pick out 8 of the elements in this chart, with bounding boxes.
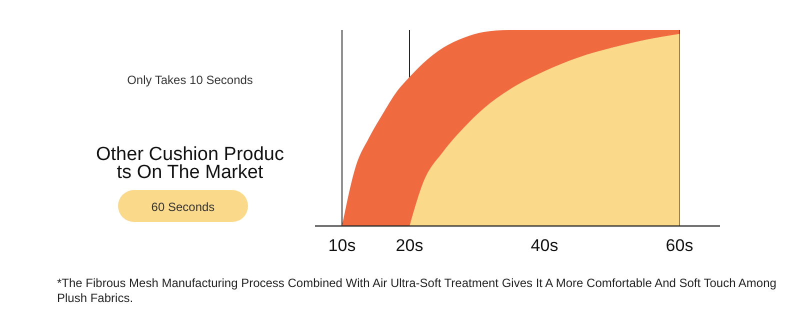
- x-tick-label: 10s: [328, 236, 356, 255]
- x-tick-label: 60s: [666, 236, 694, 255]
- x-tick-label: 40s: [530, 236, 558, 255]
- x-tick-label: 20s: [396, 236, 424, 255]
- text: 60 Seconds: [151, 200, 215, 214]
- text: *The Fibrous Mesh Manufacturing Process Combined With Air Ultra-Soft Treatment Gives It A More Comfortable And Soft Touch Among Plush Fabrics.: [57, 276, 776, 305]
- text: Other Cushion Products On The Market: [96, 144, 284, 183]
- text: Only Takes 10 Seconds: [127, 73, 253, 87]
